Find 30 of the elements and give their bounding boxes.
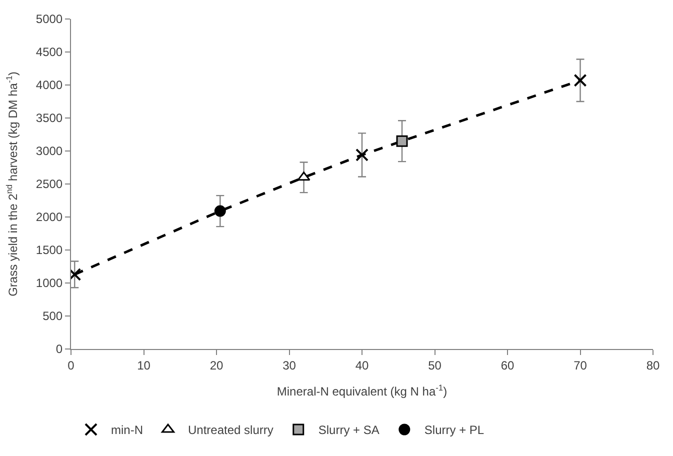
y-tick-label: 500 [42, 309, 63, 324]
x-axis-title: Mineral-N equivalent (kg N ha$^{-1}$) [276, 382, 448, 398]
point [297, 172, 310, 181]
y-tick-label: 4500 [36, 45, 63, 60]
legend-label: Untreated slurry [188, 423, 274, 438]
y-tick-label: 1500 [36, 243, 63, 258]
x-tick-label: 80 [646, 358, 660, 372]
x-tick-label: 50 [428, 358, 442, 372]
point [214, 205, 226, 217]
y-tick-label: 4000 [36, 78, 63, 92]
legend-label: min-N [111, 423, 143, 438]
y-tick-label: 1000 [36, 276, 63, 290]
y-tick-label: 2000 [36, 210, 63, 224]
x-tick-label: 0 [68, 358, 75, 372]
y-tick-label: 5000 [36, 12, 63, 26]
x-tick-label: 30 [282, 358, 296, 372]
legend-label: Slurry + PL [424, 423, 484, 438]
legend-label: Slurry + SA [318, 423, 380, 438]
x-tick-label: 20 [210, 358, 224, 372]
y-tick-label: 3000 [36, 144, 63, 158]
x-tick-label: 40 [355, 358, 369, 372]
x-tick-label: 60 [500, 358, 514, 372]
y-tick-label: 0 [56, 342, 63, 356]
y-tick-label: 2500 [36, 177, 63, 192]
point [574, 74, 587, 87]
x-tick-label: 70 [574, 358, 588, 372]
point [356, 148, 368, 162]
y-tick-label: 3500 [36, 111, 63, 126]
point [396, 135, 408, 147]
x-tick-label: 10 [137, 358, 151, 372]
